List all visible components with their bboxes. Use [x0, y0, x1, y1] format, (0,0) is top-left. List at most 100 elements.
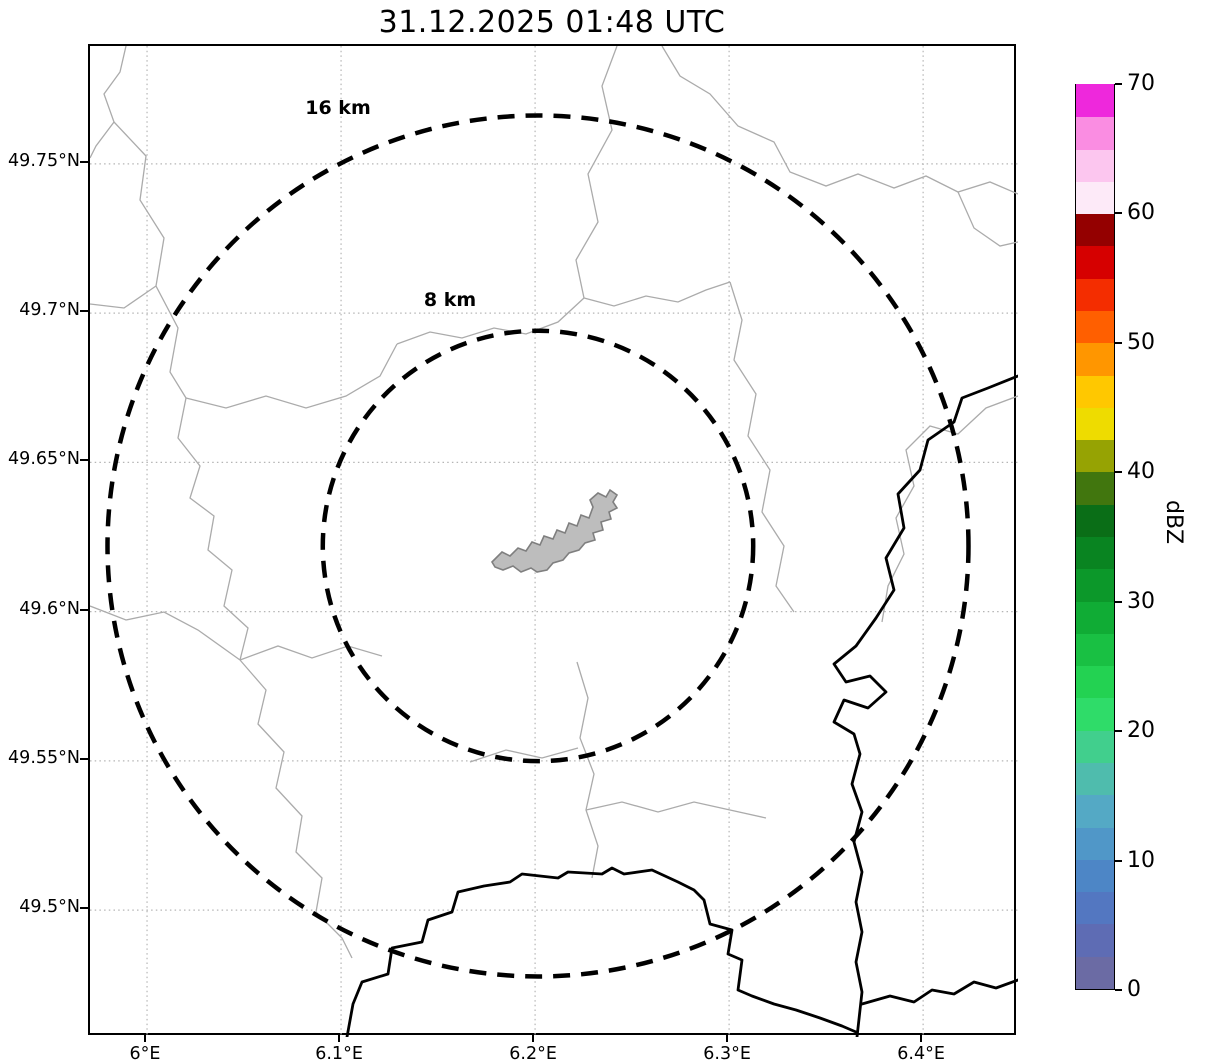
colorbar-segment	[1076, 439, 1114, 473]
colorbar-segment	[1076, 826, 1114, 860]
x-axis-tick	[532, 1035, 535, 1042]
colorbar-segment	[1076, 504, 1114, 537]
map-canvas: 8 km 16 km	[90, 46, 1018, 1037]
colorbar-segment	[1076, 665, 1114, 699]
x-tick-label: 6.2°E	[509, 1044, 557, 1064]
colorbar-tick	[1115, 859, 1122, 862]
colorbar-segment	[1076, 697, 1114, 731]
range-ring-layer: 8 km 16 km	[105, 97, 971, 979]
admin-boundary-line	[469, 747, 579, 763]
y-tick-label: 49.75°N	[8, 150, 80, 171]
colorbar-tick	[1115, 212, 1122, 215]
country-border-layer	[345, 374, 1018, 1037]
colorbar-scale	[1076, 84, 1114, 989]
colorbar-tick	[1115, 83, 1122, 85]
colorbar-segment	[1076, 859, 1114, 893]
city-area-polygon	[490, 488, 619, 573]
range-ring-label: 16 km	[305, 97, 371, 119]
colorbar-segment	[1076, 213, 1114, 247]
admin-boundary-line	[396, 281, 731, 345]
colorbar-segment	[1076, 891, 1114, 925]
colorbar-segment	[1076, 956, 1114, 989]
colorbar-tick	[1115, 600, 1122, 603]
x-axis-tick	[920, 1035, 923, 1042]
colorbar-tick-label: 50	[1127, 329, 1155, 355]
y-axis-tick	[80, 907, 88, 910]
y-axis-tick	[80, 160, 88, 163]
colorbar-tick	[1115, 471, 1122, 474]
admin-boundary-line	[239, 659, 353, 959]
y-axis-tick	[80, 310, 88, 313]
colorbar-segment	[1076, 116, 1114, 150]
admin-boundary-line	[113, 121, 187, 399]
admin-boundary-line	[177, 397, 249, 661]
y-tick-label: 49.65°N	[8, 449, 80, 470]
admin-boundary-line	[661, 46, 1018, 195]
admin-boundary-line	[239, 645, 383, 661]
country-border-river	[832, 374, 1018, 1037]
admin-boundary-line	[881, 395, 1018, 623]
colorbar-segment	[1076, 794, 1114, 828]
x-tick-label: 6.3°E	[703, 1044, 751, 1064]
admin-boundary-line	[575, 46, 618, 299]
colorbar-tick-label: 0	[1127, 977, 1141, 1002]
colorbar-title: dBZ	[1161, 500, 1186, 545]
y-axis-tick	[80, 608, 88, 611]
colorbar-segment	[1076, 278, 1114, 311]
x-tick-label: 6.4°E	[897, 1044, 945, 1064]
colorbar-segment	[1076, 600, 1114, 634]
x-axis-tick	[726, 1035, 729, 1042]
colorbar-tick-label: 40	[1127, 459, 1155, 485]
colorbar-tick-label: 70	[1127, 71, 1155, 96]
x-axis-tick	[144, 1035, 147, 1042]
map-plot-area: 8 km 16 km	[88, 44, 1018, 1037]
y-axis-tick	[80, 757, 88, 760]
y-axis-tick	[80, 459, 88, 462]
colorbar-tick	[1115, 989, 1122, 991]
admin-boundaries-layer	[90, 46, 1018, 959]
colorbar-segment	[1076, 633, 1114, 667]
admin-boundary-line	[957, 191, 1018, 247]
colorbar-segment	[1076, 536, 1114, 570]
colorbar-segment	[1076, 148, 1114, 182]
admin-boundary-line	[90, 605, 241, 661]
y-tick-label: 49.55°N	[8, 747, 80, 768]
admin-boundary-line	[729, 281, 795, 613]
admin-boundary-line	[185, 343, 398, 409]
x-tick-label: 6.1°E	[315, 1044, 363, 1064]
country-border-southeast	[860, 978, 1018, 1006]
y-tick-label: 49.6°N	[19, 598, 80, 619]
colorbar-segment	[1076, 730, 1114, 763]
colorbar-tick-label: 30	[1127, 588, 1155, 614]
plot-title: 31.12.2025 01:48 UTC	[378, 5, 726, 40]
range-ring-8km	[320, 328, 756, 764]
range-ring-label: 8 km	[424, 289, 476, 311]
colorbar-segment	[1076, 310, 1114, 344]
colorbar-segment	[1076, 762, 1114, 796]
country-border-south	[345, 866, 858, 1037]
colorbar-segment	[1076, 471, 1114, 505]
colorbar-segment	[1076, 374, 1114, 408]
colorbar-segment	[1076, 923, 1114, 957]
colorbar	[1075, 84, 1115, 990]
colorbar-segment	[1076, 84, 1114, 118]
colorbar-tick-label: 60	[1127, 200, 1155, 226]
colorbar-tick	[1115, 730, 1122, 733]
colorbar-segment	[1076, 245, 1114, 279]
admin-boundary-line	[90, 46, 127, 159]
colorbar-tick-label: 10	[1127, 847, 1155, 873]
colorbar-segment	[1076, 181, 1114, 215]
colorbar-segment	[1076, 342, 1114, 376]
y-tick-label: 49.7°N	[19, 300, 80, 321]
colorbar-segment	[1076, 568, 1114, 602]
admin-boundary-line	[576, 661, 599, 879]
colorbar-tick	[1115, 341, 1122, 344]
colorbar-tick-label: 20	[1127, 718, 1155, 744]
admin-boundary-line	[90, 285, 157, 309]
range-ring-16km	[105, 113, 971, 979]
colorbar-segment	[1076, 407, 1114, 441]
y-tick-label: 49.5°N	[19, 897, 80, 918]
x-tick-label: 6°E	[129, 1044, 161, 1064]
admin-boundary-line	[585, 801, 767, 819]
